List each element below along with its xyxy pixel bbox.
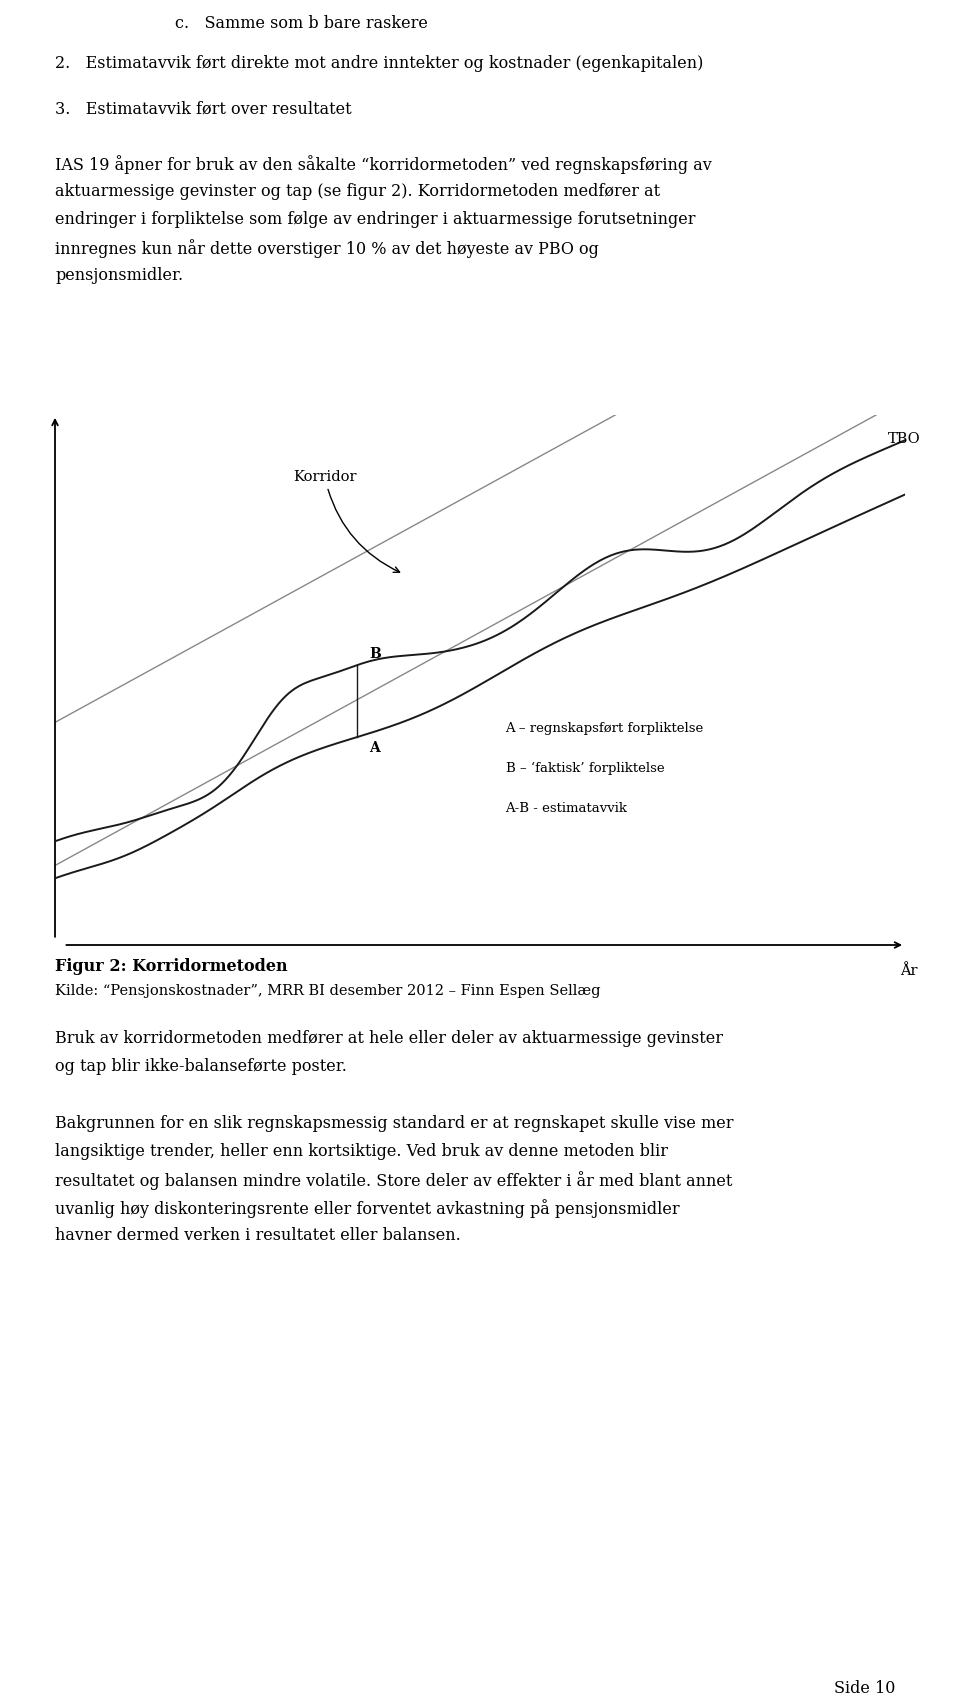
- Text: IAS 19 åpner for bruk av den såkalte “korridormetoden” ved regnskapsføring av: IAS 19 åpner for bruk av den såkalte “ko…: [55, 155, 711, 174]
- Text: endringer i forpliktelse som følge av endringer i aktuarmessige forutsetninger: endringer i forpliktelse som følge av en…: [55, 211, 695, 228]
- Text: Figur 2: Korridormetoden: Figur 2: Korridormetoden: [55, 958, 288, 975]
- Text: B – ‘faktisk’ forpliktelse: B – ‘faktisk’ forpliktelse: [506, 762, 664, 775]
- Text: uvanlig høy diskonteringsrente eller forventet avkastning på pensjonsmidler: uvanlig høy diskonteringsrente eller for…: [55, 1200, 680, 1218]
- Text: A – regnskapsført forpliktelse: A – regnskapsført forpliktelse: [506, 722, 704, 736]
- Text: Kilde: “Pensjonskostnader”, MRR BI desember 2012 – Finn Espen Sellæg: Kilde: “Pensjonskostnader”, MRR BI desem…: [55, 983, 601, 999]
- Text: 2.   Estimatavvik ført direkte mot andre inntekter og kostnader (egenkapitalen): 2. Estimatavvik ført direkte mot andre i…: [55, 55, 704, 72]
- Text: A-B - estimatavvik: A-B - estimatavvik: [506, 803, 628, 815]
- Text: pensjonsmidler.: pensjonsmidler.: [55, 268, 183, 285]
- Text: havner dermed verken i resultatet eller balansen.: havner dermed verken i resultatet eller …: [55, 1227, 461, 1244]
- Text: A: A: [370, 741, 380, 755]
- Text: c.   Samme som b bare raskere: c. Samme som b bare raskere: [175, 15, 428, 32]
- Text: innregnes kun når dette overstiger 10 % av det høyeste av PBO og: innregnes kun når dette overstiger 10 % …: [55, 239, 599, 257]
- Text: B: B: [370, 648, 381, 661]
- Text: Bakgrunnen for en slik regnskapsmessig standard er at regnskapet skulle vise mer: Bakgrunnen for en slik regnskapsmessig s…: [55, 1114, 733, 1131]
- Text: Korridor: Korridor: [293, 470, 399, 573]
- Text: 3.   Estimatavvik ført over resultatet: 3. Estimatavvik ført over resultatet: [55, 101, 351, 118]
- Text: resultatet og balansen mindre volatile. Store deler av effekter i år med blant a: resultatet og balansen mindre volatile. …: [55, 1171, 732, 1189]
- Text: og tap blir ikke-balanseførte poster.: og tap blir ikke-balanseførte poster.: [55, 1058, 347, 1075]
- Text: Side 10: Side 10: [833, 1680, 895, 1697]
- Text: Bruk av korridormetoden medfører at hele eller deler av aktuarmessige gevinster: Bruk av korridormetoden medfører at hele…: [55, 1029, 723, 1046]
- Text: langsiktige trender, heller enn kortsiktige. Ved bruk av denne metoden blir: langsiktige trender, heller enn kortsikt…: [55, 1143, 668, 1160]
- Text: År: År: [900, 963, 918, 978]
- Text: TBO: TBO: [888, 431, 921, 446]
- Text: aktuarmessige gevinster og tap (se figur 2). Korridormetoden medfører at: aktuarmessige gevinster og tap (se figur…: [55, 182, 660, 199]
